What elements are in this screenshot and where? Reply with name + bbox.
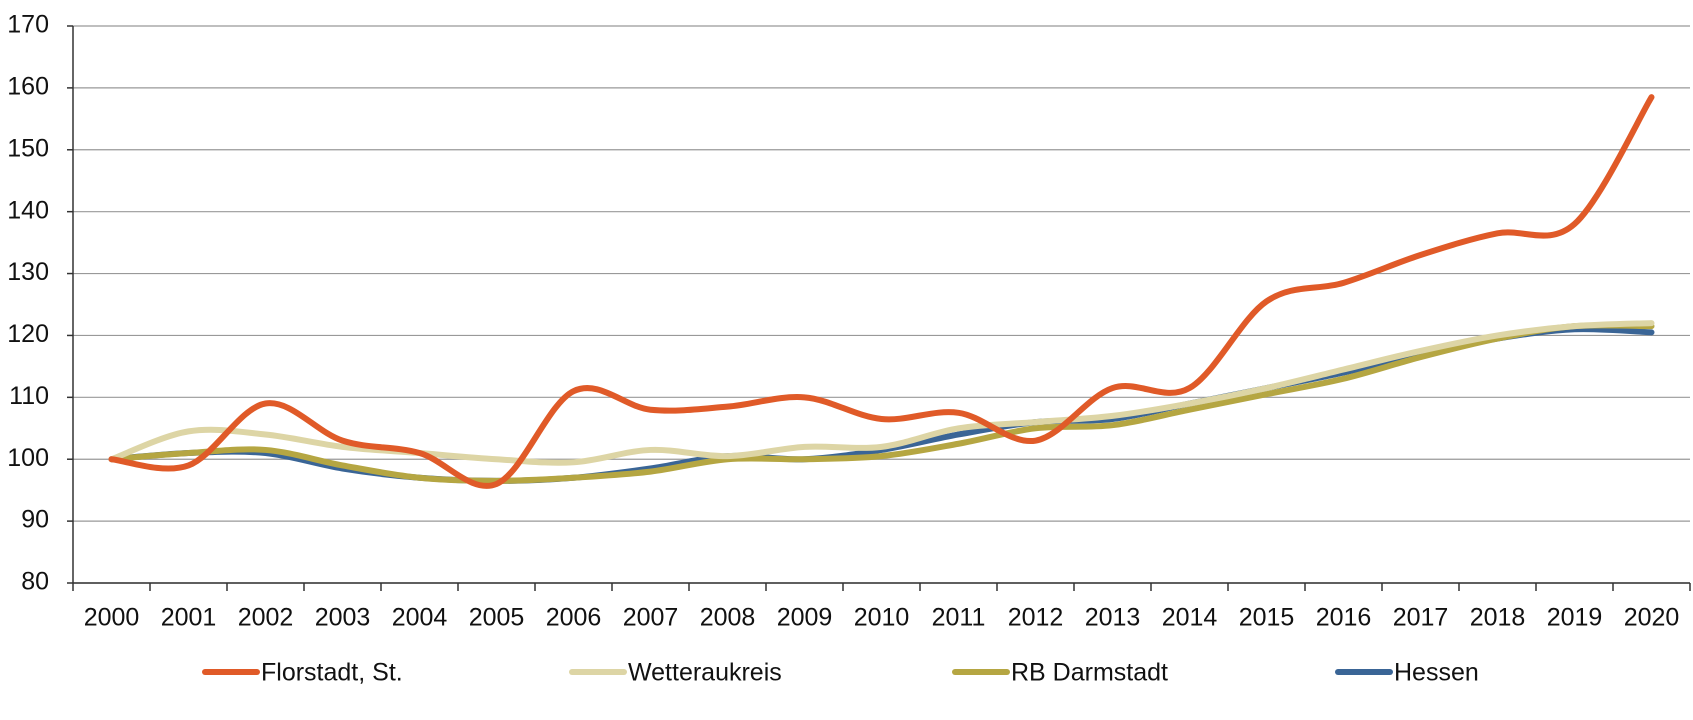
x-tick-label: 2004: [392, 604, 448, 632]
x-tick-label: 2009: [777, 604, 833, 632]
x-tick-label: 2008: [700, 604, 756, 632]
x-tick-label: 2016: [1316, 604, 1372, 632]
x-tick-label: 2012: [1008, 604, 1064, 632]
line-series: [108, 322, 1655, 484]
x-tick-label: 2006: [546, 604, 602, 632]
legend-label: Wetteraukreis: [628, 659, 782, 687]
x-tick-label: 2019: [1547, 604, 1603, 632]
line-series: [108, 94, 1655, 489]
x-tick-label: 2003: [315, 604, 371, 632]
x-tick-label: 2005: [469, 604, 525, 632]
x-tick-label: 2011: [932, 604, 986, 632]
x-tick-label: 2017: [1393, 604, 1449, 632]
legend-label: Hessen: [1394, 659, 1479, 687]
x-tick-label: 2018: [1470, 604, 1526, 632]
x-tick-label: 2013: [1085, 604, 1141, 632]
y-tick-label: 110: [9, 382, 49, 410]
x-tick-label: 2020: [1624, 604, 1680, 632]
y-tick-label: 150: [7, 134, 49, 162]
y-tick-label: 140: [7, 196, 49, 224]
x-tick-label: 2007: [623, 604, 679, 632]
x-tick-label: 2010: [854, 604, 910, 632]
y-tick-label: 160: [7, 72, 49, 100]
y-tick-label: 130: [7, 258, 49, 286]
x-tick-label: 2002: [238, 604, 294, 632]
y-tick-label: 120: [7, 320, 49, 348]
y-tick-label: 80: [21, 568, 49, 596]
x-tick-label: 2001: [161, 604, 217, 632]
x-tick-label: 2014: [1162, 604, 1218, 632]
x-tick-label: 2015: [1239, 604, 1295, 632]
y-tick-label: 90: [21, 506, 49, 534]
x-tick-label: 2000: [84, 604, 140, 632]
y-tick-label: 100: [7, 444, 49, 472]
y-tick-label: 170: [7, 11, 49, 39]
legend-label: RB Darmstadt: [1011, 659, 1168, 687]
legend-label: Florstadt, St.: [261, 659, 403, 687]
line-series: [108, 320, 1655, 466]
